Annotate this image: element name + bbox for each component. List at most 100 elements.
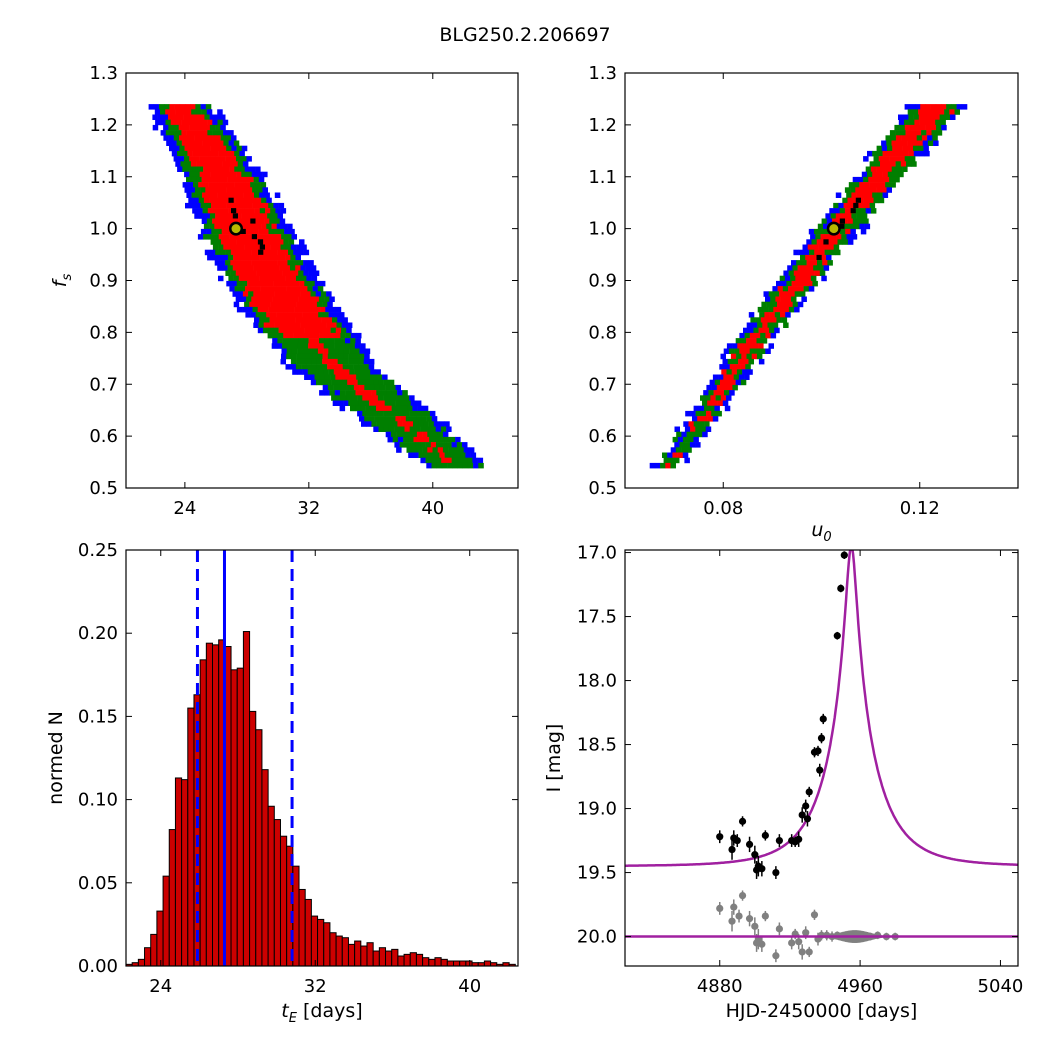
heatmap-cell (442, 431, 449, 438)
heatmap-cell (220, 124, 226, 131)
heatmap-cell (256, 296, 262, 302)
heatmap-cell (363, 358, 370, 365)
heatmap-cell (419, 410, 425, 417)
heatmap-cell (260, 182, 267, 188)
heatmap-cell (864, 223, 871, 230)
heatmap-cell (192, 208, 198, 214)
data-point (819, 715, 827, 723)
heatmap-cell (256, 171, 263, 178)
heatmap-cell (423, 452, 430, 458)
heatmap-cell (252, 187, 258, 193)
heatmap-cell (268, 322, 275, 328)
heatmap-cell (468, 447, 475, 453)
heatmap-cell (244, 166, 251, 172)
heatmap-cell (374, 400, 380, 406)
heatmap-cell (885, 182, 891, 188)
heatmap-cell (710, 395, 716, 401)
heatmap-cell (674, 442, 680, 448)
heatmap-cell (921, 130, 927, 136)
heatmap-cell (765, 296, 771, 302)
heatmap-cell (744, 374, 750, 380)
heatmap-cell (347, 364, 354, 370)
heatmap-cell (227, 176, 234, 183)
heatmap-cell (271, 260, 278, 266)
heatmap-cell (927, 135, 933, 141)
heatmap-cell (388, 410, 394, 417)
heatmap-cell (239, 182, 246, 188)
heatmap-cell (432, 447, 438, 453)
heatmap-cell (284, 291, 290, 297)
heatmap-cell (405, 400, 411, 406)
heatmap-cell (273, 202, 279, 209)
histogram-bar (310, 915, 319, 967)
heatmap-cell (251, 270, 257, 276)
heatmap-cell (702, 400, 708, 406)
x-tick-label: 40 (458, 976, 481, 997)
heatmap-cell (312, 348, 319, 354)
heatmap-cell (930, 124, 937, 131)
heatmap-cell (320, 322, 327, 328)
heatmap-cell (233, 208, 240, 214)
histogram-bar (329, 932, 337, 967)
data-point (761, 831, 769, 840)
heatmap-cell (180, 109, 187, 115)
y-tick-label: 0.25 (78, 540, 118, 561)
heatmap-cell (738, 358, 744, 365)
heatmap-cell (718, 390, 725, 396)
heatmap-cell (323, 343, 330, 349)
heatmap-cell (684, 442, 691, 448)
heatmap-cell (798, 249, 805, 256)
heatmap-cell (758, 343, 764, 349)
heatmap-cell (166, 140, 172, 146)
heatmap-cell (315, 327, 321, 334)
residual-point (788, 939, 796, 947)
heatmap-cell (847, 239, 854, 245)
heatmap-cell (688, 421, 694, 427)
heatmap-cell (226, 202, 233, 209)
heatmap-cell (245, 312, 251, 318)
heatmap-cell (768, 291, 775, 297)
heatmap-cell (254, 208, 261, 214)
heatmap-cell (285, 301, 292, 308)
heatmap-cell (802, 265, 809, 271)
heatmap-cell (296, 275, 302, 282)
heatmap-cell (247, 202, 253, 209)
heatmap-cell (898, 114, 904, 120)
heatmap-cell (910, 124, 916, 131)
heatmap-cell (241, 156, 247, 162)
heatmap-cell (444, 452, 451, 458)
heatmap-cell (721, 369, 727, 375)
heatmap-cell (163, 124, 169, 131)
heatmap-cell (348, 358, 354, 365)
heatmap-cell (425, 426, 431, 432)
heatmap-cell (921, 135, 928, 141)
heatmap-cell (285, 254, 291, 261)
heatmap-cell (856, 192, 863, 198)
heatmap-cell (379, 416, 386, 422)
heatmap-cell (462, 462, 469, 469)
heatmap-cell (373, 426, 379, 432)
heatmap-cell (778, 306, 784, 313)
heatmap-cell (294, 322, 301, 328)
heatmap-cell (814, 228, 820, 235)
heatmap-cell (263, 202, 269, 209)
heatmap-cell (234, 150, 240, 157)
heatmap-cell (944, 109, 950, 115)
heatmap-cell (390, 431, 397, 438)
heatmap-cell (353, 353, 360, 360)
heatmap-cell (882, 171, 889, 178)
heatmap-cell (175, 161, 181, 167)
heatmap-cell (226, 239, 232, 245)
heatmap-cell (751, 353, 758, 360)
heatmap-cell (684, 426, 691, 432)
heatmap-cell (896, 166, 903, 172)
heatmap-cell (258, 291, 264, 297)
heatmap-cell (322, 384, 329, 391)
heatmap-cell (296, 358, 302, 365)
heatmap-cell (195, 202, 201, 209)
heatmap-cell (153, 104, 160, 110)
heatmap-cell (223, 166, 230, 172)
heatmap-cell (349, 369, 355, 375)
heatmap-cell (199, 135, 206, 141)
heatmap-cell (439, 421, 445, 427)
